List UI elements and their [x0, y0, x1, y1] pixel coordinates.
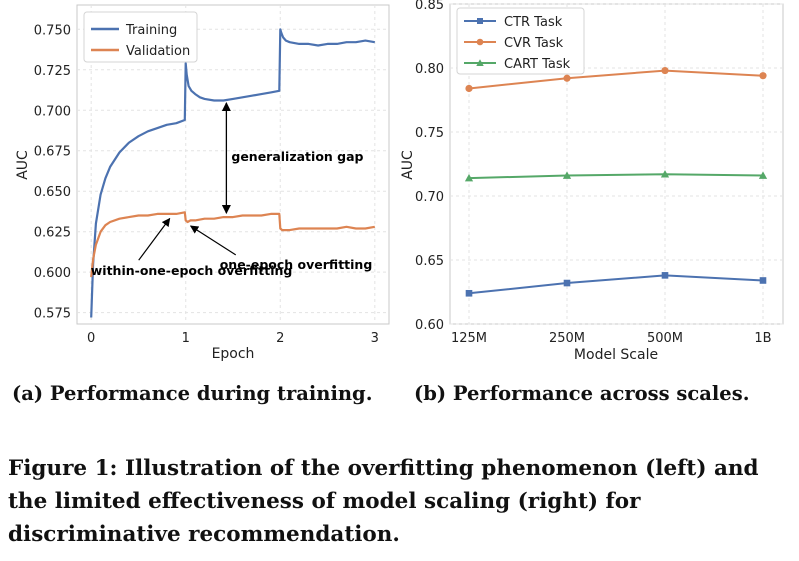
data-point — [465, 289, 473, 297]
legend-entry: Training — [125, 23, 177, 38]
y-axis-label-a: AUC — [15, 150, 31, 180]
legend-box — [456, 7, 585, 75]
y-tick-label: 0.650 — [34, 185, 71, 200]
y-tick-label: 0.750 — [34, 23, 71, 38]
x-tick-label: 250M — [549, 331, 585, 346]
data-point — [464, 173, 474, 182]
x-tick-label: 3 — [371, 331, 379, 346]
y-tick-label: 0.600 — [34, 266, 71, 281]
data-point — [476, 59, 484, 66]
scale-performance-chart: 0.60 0.65 0.70 0.75 0.80 0.85 125M 250M 500M 1B C… — [400, 0, 784, 363]
y-tick-label: 0.625 — [34, 226, 71, 241]
axis-ticks-b: 0.60 0.65 0.70 0.75 0.80 0.85 125M 250M 500M 1B — [415, 0, 772, 346]
series-line-ctr-task — [468, 274, 764, 295]
one-epoch-arrow — [189, 225, 237, 256]
series-lines-a — [90, 28, 375, 318]
legend-a: Training Validation — [83, 11, 198, 63]
data-point — [465, 84, 473, 93]
legend-entry: CTR Task — [504, 15, 563, 30]
subcaption-a: (a) Performance during training. — [12, 382, 373, 405]
data-point — [563, 279, 571, 287]
y-tick-label: 0.575 — [34, 307, 71, 322]
y-tick-label: 0.85 — [415, 0, 444, 13]
series-line-training — [90, 28, 375, 318]
x-tick-label: 0 — [87, 331, 95, 346]
annotation-label: generalization gap — [231, 149, 363, 164]
axis-ticks-a: 0.575 0.600 0.625 0.650 0.675 0.700 0.725 0.750… — [34, 23, 379, 346]
x-tick-label: 2 — [276, 331, 284, 346]
x-tick-label: 125M — [451, 331, 487, 346]
annotations-a: generalization gap one-epoch overfittingw… — [91, 102, 373, 278]
data-point — [758, 171, 768, 179]
y-tick-label: 0.80 — [415, 62, 444, 77]
x-tick-label: 1B — [754, 331, 771, 346]
data-point — [562, 171, 572, 179]
series-line-cart-task — [468, 173, 764, 180]
figure-canvas: 0.5750.6000.6250.6500.6750.7000.7250.750… — [15, 0, 784, 363]
data-point — [563, 74, 571, 82]
data-point — [477, 18, 483, 24]
x-axis-label-b: Model Scale — [574, 347, 658, 363]
y-tick-label: 0.75 — [415, 126, 444, 141]
x-axis-label-a: Epoch — [212, 346, 255, 362]
x-tick-label: 1 — [182, 331, 190, 346]
y-tick-label: 0.700 — [34, 104, 71, 119]
legend-entry: Validation — [126, 44, 190, 59]
y-tick-label: 0.675 — [34, 145, 71, 160]
within-epoch-arrow — [138, 217, 171, 261]
data-point — [661, 66, 669, 75]
legend-entry: CART Task — [504, 57, 571, 72]
legend-entry: CVR Task — [504, 36, 564, 51]
series-line-cvr-task — [468, 69, 764, 90]
data-point — [661, 272, 669, 279]
annotation-label: within-one-epoch overfitting — [91, 263, 293, 278]
y-tick-label: 0.70 — [415, 190, 444, 205]
data-point — [759, 277, 767, 284]
annotation-label: one-epoch overfitting — [220, 257, 373, 272]
y-axis-label-b: AUC — [400, 150, 416, 180]
training-performance-chart: 0.575 0.600 0.625 0.650 0.675 0.700 0.725 0.750… — [15, 4, 390, 362]
legend-b: CTR Task CVR Task CART Task — [456, 7, 585, 75]
data-point — [476, 38, 484, 46]
y-tick-label: 0.65 — [415, 254, 444, 269]
series-lines-b — [464, 66, 768, 297]
figure-caption: Figure 1: Illustration of the overfittin… — [8, 456, 759, 547]
data-point — [660, 170, 670, 178]
series-line-validation — [90, 211, 375, 278]
y-tick-label: 0.60 — [415, 318, 444, 333]
subcaption-b: (b) Performance across scales. — [414, 382, 750, 405]
y-tick-label: 0.725 — [34, 64, 71, 79]
x-tick-label: 500M — [647, 331, 683, 346]
data-point — [759, 72, 767, 80]
